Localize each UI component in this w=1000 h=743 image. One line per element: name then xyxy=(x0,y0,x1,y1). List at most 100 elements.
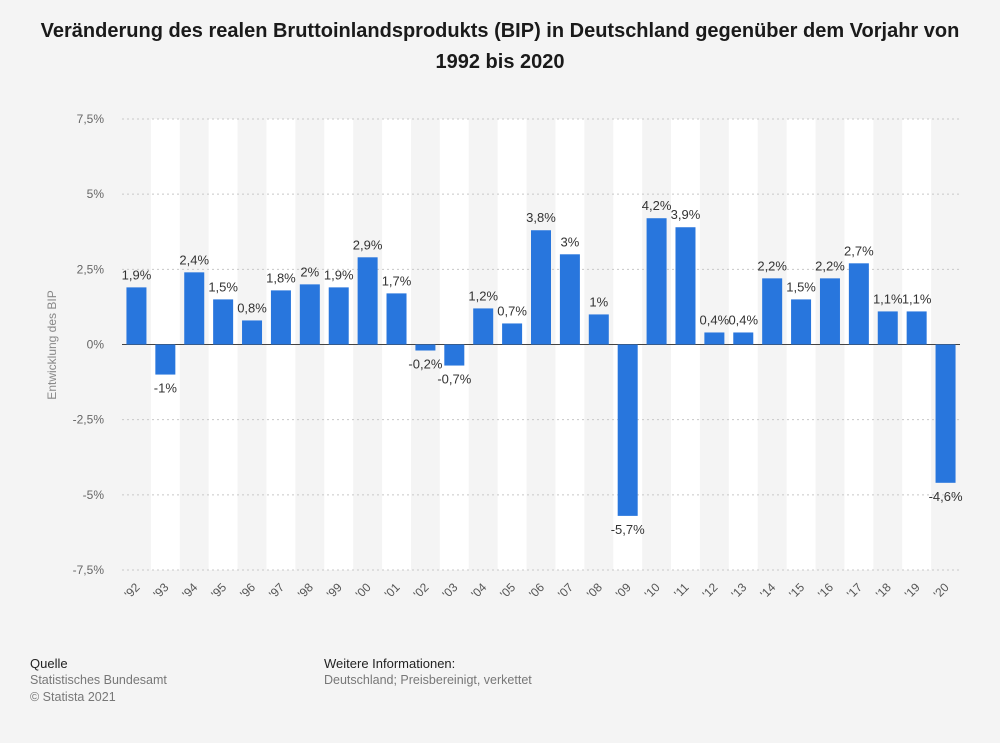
x-tick-label: '19 xyxy=(902,580,923,601)
info-text: Deutschland; Preisbereinigt, verkettet xyxy=(324,673,532,687)
bar xyxy=(531,230,551,345)
bar-value-label: 3,8% xyxy=(526,210,556,225)
x-tick-label: '02 xyxy=(411,580,432,601)
x-tick-label: '12 xyxy=(700,580,721,601)
bar xyxy=(704,332,725,345)
x-tick-label: '94 xyxy=(179,580,200,601)
x-tick-label: '92 xyxy=(122,580,143,601)
x-tick-label: '93 xyxy=(151,580,172,601)
x-tick-label: '15 xyxy=(786,580,807,601)
bar-value-label: 2,2% xyxy=(815,258,845,273)
bar-value-label: 0,8% xyxy=(237,300,267,315)
bar xyxy=(213,299,234,345)
bar xyxy=(848,263,869,345)
bar xyxy=(444,344,465,366)
bar xyxy=(733,332,754,345)
bar-value-label: 1,1% xyxy=(902,291,932,306)
x-tick-label: '14 xyxy=(757,580,778,601)
bar-value-label: 3% xyxy=(560,234,579,249)
info-heading: Weitere Informationen: xyxy=(324,656,456,671)
x-tick-label: '09 xyxy=(613,580,634,601)
bar-value-label: 3,9% xyxy=(671,207,701,222)
bars xyxy=(126,218,956,516)
y-tick-label: 7,5% xyxy=(77,112,105,126)
x-tick-label: '95 xyxy=(208,580,229,601)
bar-value-label: 4,2% xyxy=(642,198,672,213)
bar xyxy=(935,344,956,483)
bar xyxy=(155,344,176,375)
chart-title: Veränderung des realen Bruttoinlandsprod… xyxy=(40,20,960,73)
bar-value-label: 2% xyxy=(300,264,319,279)
info-block: Weitere Informationen: Deutschland; Prei… xyxy=(324,655,532,689)
x-tick-label: '08 xyxy=(584,580,605,601)
bar-value-label: 1% xyxy=(589,294,608,309)
bar-value-label: -1% xyxy=(154,381,178,396)
x-tick-label: '10 xyxy=(642,580,663,601)
bar-value-label: -0,7% xyxy=(437,372,471,387)
bar xyxy=(386,293,407,345)
copyright-text: © Statista 2021 xyxy=(30,690,116,704)
bar-value-label: 0,4% xyxy=(700,312,730,327)
bar xyxy=(588,314,609,345)
bar-value-label: 1,9% xyxy=(324,267,354,282)
source-block: Quelle Statistisches Bundesamt © Statist… xyxy=(30,655,167,706)
bar-value-label: 1,5% xyxy=(786,279,816,294)
bar xyxy=(646,218,667,345)
x-tick-label: '04 xyxy=(468,580,489,601)
bar-value-label: 2,7% xyxy=(844,243,874,258)
bar xyxy=(473,308,494,345)
bar-value-label: 2,9% xyxy=(353,237,383,252)
x-tick-label: '18 xyxy=(873,580,894,601)
bar xyxy=(906,311,927,345)
x-tick-label: '97 xyxy=(266,580,287,601)
y-tick-label: -5% xyxy=(83,488,105,502)
x-tick-label: '06 xyxy=(526,580,547,601)
bar-value-label: 1,7% xyxy=(382,273,412,288)
x-tick-label: '99 xyxy=(324,580,345,601)
bar-chart: 7,5% 5% 2,5% 0% -2,5% -5% -7,5% 1,9% -1% 2,4% 1,5… xyxy=(45,112,963,601)
bar-value-label: -0,2% xyxy=(408,357,442,372)
y-tick-label: -2,5% xyxy=(73,413,105,427)
bar-value-label: 2,2% xyxy=(757,258,787,273)
bar xyxy=(126,287,147,345)
x-tick-label: '05 xyxy=(497,580,518,601)
x-tick-label: '96 xyxy=(237,580,258,601)
bar xyxy=(617,344,638,516)
bar xyxy=(184,272,205,345)
x-axis-ticks: '92 '93 '94 '95 '96 '97 '98 '99 '00 '01 '02 '03 '04 '… xyxy=(122,580,952,601)
bar xyxy=(299,284,320,345)
x-tick-label: '07 xyxy=(555,580,576,601)
bar-value-label: 2,4% xyxy=(179,252,209,267)
x-tick-label: '16 xyxy=(815,580,836,601)
y-tick-label: 0% xyxy=(87,338,105,352)
x-tick-label: '11 xyxy=(671,580,692,601)
x-tick-label: '98 xyxy=(295,580,316,601)
bar xyxy=(559,254,580,345)
x-tick-label: '01 xyxy=(382,580,403,601)
x-tick-label: '17 xyxy=(844,580,865,601)
bar-value-label: 0,7% xyxy=(497,303,527,318)
bar xyxy=(791,299,812,345)
y-axis-ticks: 7,5% 5% 2,5% 0% -2,5% -5% -7,5% xyxy=(73,112,105,577)
y-axis-label: Entwicklung des BIP xyxy=(45,290,59,399)
bar xyxy=(675,227,696,345)
bar xyxy=(357,257,378,345)
x-tick-label: '00 xyxy=(353,580,374,601)
bar-value-label: 1,5% xyxy=(208,279,238,294)
bar-value-label: 1,8% xyxy=(266,270,296,285)
source-heading: Quelle xyxy=(30,656,68,671)
bar-value-label: -5,7% xyxy=(611,522,645,537)
bar xyxy=(242,320,263,345)
bar xyxy=(415,344,436,351)
bar-value-label: 1,9% xyxy=(122,267,152,282)
bar xyxy=(762,278,783,345)
bar-value-label: -4,6% xyxy=(929,489,963,504)
bar xyxy=(328,287,349,345)
bar xyxy=(877,311,898,345)
source-text: Statistisches Bundesamt xyxy=(30,673,167,687)
bar-value-label: 1,2% xyxy=(468,288,498,303)
bar-value-label: 0,4% xyxy=(728,312,758,327)
bar xyxy=(502,323,523,345)
x-tick-label: '13 xyxy=(728,580,749,601)
value-labels: 1,9% -1% 2,4% 1,5% 0,8% 1,8% 2% 1,9% 2,9% 1,7% -0,… xyxy=(122,198,963,537)
